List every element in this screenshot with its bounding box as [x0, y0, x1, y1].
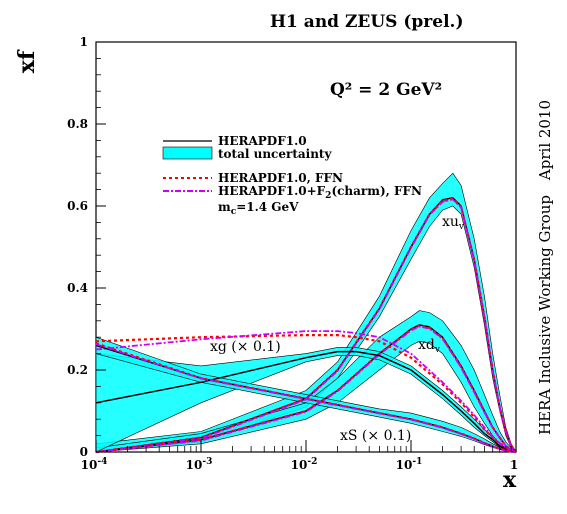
legend-band-label: total uncertainty: [218, 147, 332, 161]
legend-mass-label: mc=1.4 GeV: [218, 200, 299, 217]
x-tick-label: 10-2: [291, 457, 318, 472]
y-tick-label: 1: [80, 35, 88, 49]
charm-line-xs-0-1: [95, 343, 517, 453]
y-tick-label: 0.4: [67, 281, 88, 295]
chart-title: H1 and ZEUS (prel.): [270, 12, 464, 32]
chart-subtitle: Q² = 2 GeV²: [330, 80, 442, 100]
label-xdv: xdv: [418, 337, 441, 355]
label-xuv: xuv: [442, 214, 465, 232]
charm-line-xu-v: [95, 198, 517, 453]
legend-band-swatch: [162, 146, 213, 160]
legend-charm-label: HERAPDF1.0+F2(charm), FFN: [218, 184, 422, 201]
x-tick-label: 10-3: [186, 457, 213, 472]
x-tick-label: 10-1: [396, 457, 423, 472]
legend-ffn-label: HERAPDF1.0, FFN: [218, 171, 343, 185]
central-line-xg-0-1: [95, 350, 517, 453]
y-axis-label: xf: [14, 49, 40, 73]
y-tick-label: 0.2: [67, 363, 88, 377]
y-tick-label: 0.6: [67, 199, 88, 213]
axis-ticks: 0 0.2 0.4 0.6 0.8 1 10-4 10-3 10-2 10-1 1: [67, 35, 518, 472]
label-xg: xg (× 0.1): [210, 339, 281, 355]
legend: HERAPDF1.0 total uncertainty HERAPDF1.0,…: [162, 134, 422, 217]
side-label-date: April 2010: [536, 100, 554, 181]
y-tick-label: 0: [80, 445, 88, 459]
charm-line-xd-v: [95, 325, 517, 453]
label-xs: xS (× 0.1): [340, 428, 411, 444]
side-label-group: HERA Inclusive Working Group: [536, 195, 554, 435]
x-tick-label: 1: [510, 458, 518, 472]
y-tick-label: 0.8: [67, 117, 88, 131]
charm-line-xg-0-1: [95, 330, 517, 453]
curve-lines: [95, 196, 517, 454]
x-tick-label: 10-4: [81, 457, 108, 472]
legend-central-label: HERAPDF1.0: [218, 134, 307, 148]
x-axis-label: x: [503, 467, 517, 493]
ffn-line-xg-0-1: [95, 334, 517, 454]
